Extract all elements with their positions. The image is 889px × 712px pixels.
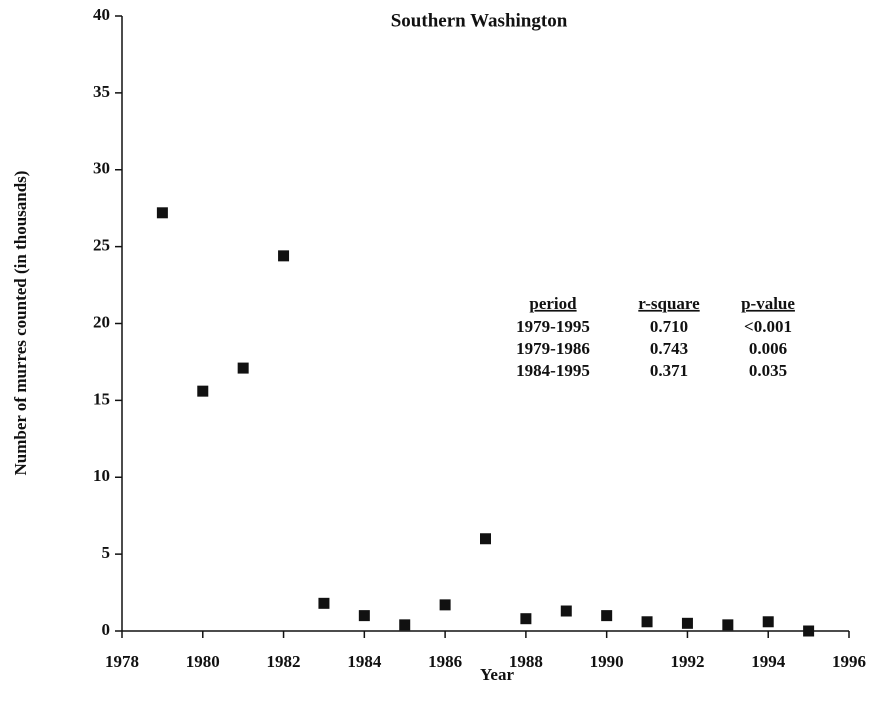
table-cell: 0.710	[650, 317, 688, 336]
y-tick-label: 5	[102, 543, 111, 562]
marker	[318, 597, 330, 609]
x-tick-label: 1996	[832, 652, 866, 671]
x-tick-label: 1990	[590, 652, 624, 671]
x-tick-label: 1994	[751, 652, 786, 671]
x-tick-label: 1980	[186, 652, 220, 671]
marker	[803, 625, 815, 637]
x-axis-label: Year	[480, 665, 514, 684]
y-axis-label: Number of murres counted (in thousands)	[11, 171, 30, 476]
table-cell: 1979-1986	[516, 339, 590, 358]
marker	[358, 610, 370, 622]
table-cell: 0.743	[650, 339, 688, 358]
marker	[762, 616, 774, 628]
marker	[601, 610, 613, 622]
table-cell: 0.371	[650, 361, 688, 380]
marker	[197, 385, 209, 397]
marker	[237, 362, 249, 374]
table-header: p-value	[741, 294, 795, 313]
marker	[480, 533, 491, 545]
marker	[560, 605, 572, 617]
table-header: period	[529, 294, 577, 313]
y-tick-label: 0	[102, 620, 111, 639]
table-cell: 1979-1995	[516, 317, 590, 336]
y-tick-label: 40	[93, 5, 110, 24]
x-tick-label: 1986	[428, 652, 462, 671]
x-tick-label: 1978	[105, 652, 139, 671]
marker	[399, 619, 411, 631]
y-tick-label: 35	[93, 82, 110, 101]
marker	[156, 207, 168, 219]
x-tick-label: 1988	[509, 652, 543, 671]
table-cell: <0.001	[744, 317, 792, 336]
marker	[439, 599, 451, 611]
table-header: r-square	[638, 294, 700, 313]
marker	[722, 619, 734, 631]
table-cell: 0.006	[749, 339, 787, 358]
table-cell: 1984-1995	[516, 361, 590, 380]
y-tick-label: 15	[93, 389, 110, 408]
y-tick-label: 30	[93, 159, 110, 178]
x-tick-label: 1982	[267, 652, 301, 671]
table-cell: 0.035	[749, 361, 787, 380]
y-tick-label: 10	[93, 466, 110, 485]
marker	[641, 616, 653, 628]
marker	[520, 613, 532, 625]
marker	[681, 617, 693, 629]
y-tick-label: 20	[93, 312, 110, 331]
chart-title: Southern Washington	[391, 10, 568, 31]
marker	[278, 250, 290, 262]
x-tick-label: 1992	[670, 652, 704, 671]
x-tick-label: 1984	[347, 652, 382, 671]
y-tick-label: 25	[93, 236, 110, 255]
